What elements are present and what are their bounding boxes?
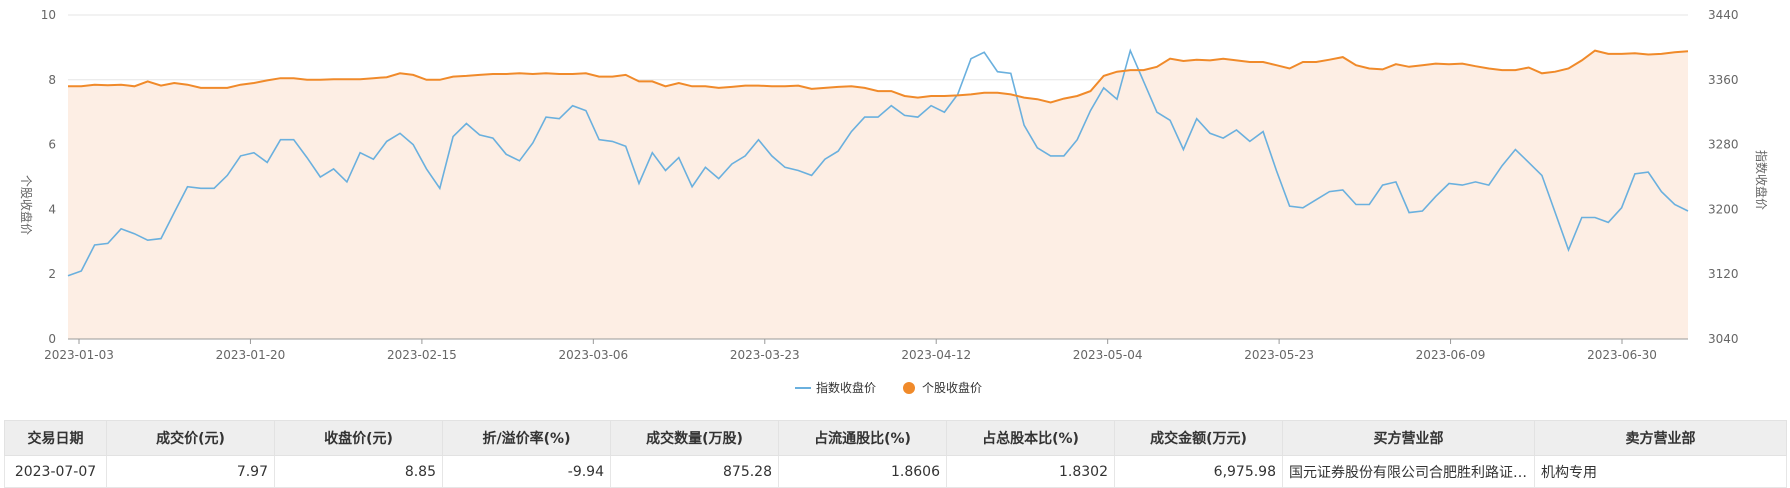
y-left-tick-label: 10 (41, 8, 56, 22)
y-right-tick-label: 3360 (1708, 73, 1739, 87)
series-line-index (67, 48, 1689, 277)
y-right-tick-label: 3440 (1708, 8, 1739, 22)
table-header-row: 交易日期 成交价(元) 收盘价(元) 折/溢价率(%) 成交数量(万股) 占流通… (4, 420, 1787, 456)
price-chart-svg: 0 2 4 6 8 10 3040 3120 3200 3280 3360 3440 2023-01-0… (19, 8, 1769, 395)
table-row: 2023-07-07 7.97 8.85 -9.94 875.28 1.8606… (4, 455, 1787, 488)
x-tick-label: 2023-01-20 (216, 348, 286, 362)
legend-swatch-stock (903, 382, 915, 394)
col-header-volume[interactable]: 成交数量(万股) (610, 420, 779, 456)
cell-float-ratio: 1.8606 (778, 455, 947, 488)
y-left-tick-label: 6 (48, 138, 56, 152)
legend-item-index[interactable]: 指数收盘价 (795, 380, 876, 395)
legend-label-index: 指数收盘价 (816, 380, 876, 395)
col-header-amount[interactable]: 成交金额(万元) (1114, 420, 1283, 456)
x-tick-label: 2023-05-04 (1073, 348, 1143, 362)
col-header-trade-date[interactable]: 交易日期 (4, 420, 107, 456)
x-tick-label: 2023-03-06 (558, 348, 628, 362)
cell-volume: 875.28 (610, 455, 779, 488)
cell-premium-rate: -9.94 (442, 455, 611, 488)
x-tick-label: 2023-02-15 (387, 348, 457, 362)
col-header-float-ratio[interactable]: 占流通股比(%) (778, 420, 947, 456)
y-right-tick-label: 3200 (1708, 202, 1739, 216)
col-header-close-price[interactable]: 收盘价(元) (274, 420, 443, 456)
cell-total-ratio: 1.8302 (946, 455, 1115, 488)
y-left-tick-label: 2 (48, 267, 56, 281)
col-header-total-ratio[interactable]: 占总股本比(%) (946, 420, 1115, 456)
x-tick-label: 2023-06-30 (1587, 348, 1657, 362)
cell-deal-price: 7.97 (106, 455, 275, 488)
cell-seller: 机构专用 (1534, 455, 1787, 488)
y-left-tick-label: 0 (48, 332, 56, 346)
cell-amount: 6,975.98 (1114, 455, 1283, 488)
legend: 指数收盘价 个股收盘价 (795, 380, 982, 395)
x-tick-label: 2023-04-12 (901, 348, 971, 362)
y-right-tick-label: 3040 (1708, 332, 1739, 346)
cell-close-price: 8.85 (274, 455, 443, 488)
series-line-stock (68, 49, 1689, 104)
col-header-buyer[interactable]: 买方营业部 (1282, 420, 1535, 456)
x-tick-label: 2023-01-03 (44, 348, 114, 362)
block-trade-table: 交易日期 成交价(元) 收盘价(元) 折/溢价率(%) 成交数量(万股) 占流通… (4, 420, 1787, 488)
left-axis-title: 个股收盘价 (19, 175, 34, 235)
col-header-seller[interactable]: 卖方营业部 (1534, 420, 1787, 456)
x-tick-label: 2023-05-23 (1244, 348, 1314, 362)
y-right-tick-label: 3120 (1708, 267, 1739, 281)
x-tick-label: 2023-06-09 (1416, 348, 1486, 362)
cell-buyer: 国元证券股份有限公司合肥胜利路证券营业部 (1282, 455, 1535, 488)
price-chart: 0 2 4 6 8 10 3040 3120 3200 3280 3360 3440 2023-01-0… (19, 8, 1769, 395)
y-left-tick-label: 4 (48, 202, 56, 216)
col-header-premium-rate[interactable]: 折/溢价率(%) (442, 420, 611, 456)
stock-price-area (68, 50, 1688, 339)
legend-label-stock: 个股收盘价 (922, 380, 982, 395)
right-axis-title: 指数收盘价 (1754, 150, 1769, 210)
legend-item-stock[interactable]: 个股收盘价 (903, 380, 982, 395)
col-header-deal-price[interactable]: 成交价(元) (106, 420, 275, 456)
y-left-tick-label: 8 (48, 73, 56, 87)
y-right-tick-label: 3280 (1708, 138, 1739, 152)
cell-trade-date: 2023-07-07 (4, 455, 107, 488)
x-tick-label: 2023-03-23 (730, 348, 800, 362)
